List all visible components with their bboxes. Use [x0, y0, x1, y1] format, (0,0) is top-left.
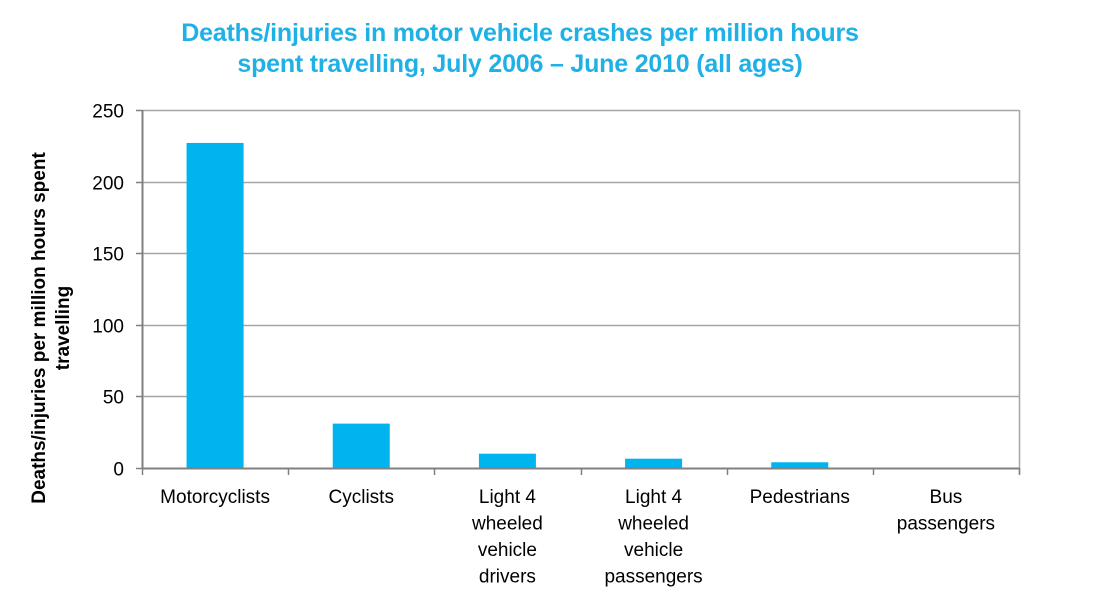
chart-title-line-1: Deaths/injuries in motor vehicle crashes… [181, 19, 859, 47]
x-tick-label-line: wheeled [617, 514, 689, 535]
x-tick-label-line: Pedestrians [750, 487, 850, 508]
x-tick-label: Bus passengers [897, 487, 995, 535]
bar-pedestrians [771, 462, 829, 468]
x-tick-label-line: passengers [604, 567, 702, 588]
x-tick-label-line: vehicle [624, 540, 683, 561]
y-tick-label: 100 [92, 317, 124, 338]
x-tick-label-line: vehicle [478, 540, 537, 561]
x-tick-label: Cyclists [329, 487, 394, 508]
chart-title: Deaths/injuries in motor vehicle crashes… [100, 18, 940, 80]
y-tick-label: 150 [92, 245, 124, 266]
y-tick-label: 250 [92, 102, 124, 123]
x-tick-label: Pedestrians [750, 487, 850, 508]
x-tick-labels: Motorcyclists Cyclists Light 4 wheeled vehic… [160, 487, 995, 588]
bars [186, 142, 975, 468]
bar-light-4-wheeled-vehicle-drivers [478, 453, 536, 468]
y-axis-title: Deaths/injuries per million hours spent … [29, 152, 74, 504]
bar-light-4-wheeled-vehicle-passengers [625, 458, 683, 468]
x-tick-label-line: wheeled [471, 514, 543, 535]
axes [136, 109, 1021, 475]
chart-title-line-2: spent travelling, July 2006 – June 2010 … [237, 50, 803, 78]
y-tick-label: 200 [92, 174, 124, 195]
x-tick-label-line: Motorcyclists [160, 487, 270, 508]
y-tick-label: 50 [103, 388, 124, 409]
y-axis-title-line-2: travelling [53, 286, 74, 370]
x-tick-label-line: Light 4 [479, 487, 536, 508]
y-axis-title-line-1: Deaths/injuries per million hours spent [29, 152, 50, 504]
gridlines [142, 109, 1021, 474]
y-tick-label: 0 [113, 460, 124, 481]
bar-motorcyclists [186, 142, 244, 468]
x-tick-label: Motorcyclists [160, 487, 270, 508]
x-tick-label-line: Cyclists [329, 487, 394, 508]
x-tick-label-line: Bus [930, 487, 963, 508]
x-tick-label-line: passengers [897, 514, 995, 535]
x-tick-label-line: drivers [479, 567, 536, 588]
bar-cyclists [332, 423, 390, 468]
x-tick-label-line: Light 4 [625, 487, 682, 508]
y-tick-labels: 0 50 100 150 200 250 [92, 102, 124, 481]
x-tick-label: Light 4 wheeled vehicle passengers [604, 487, 702, 588]
x-tick-label: Light 4 wheeled vehicle drivers [471, 487, 543, 588]
